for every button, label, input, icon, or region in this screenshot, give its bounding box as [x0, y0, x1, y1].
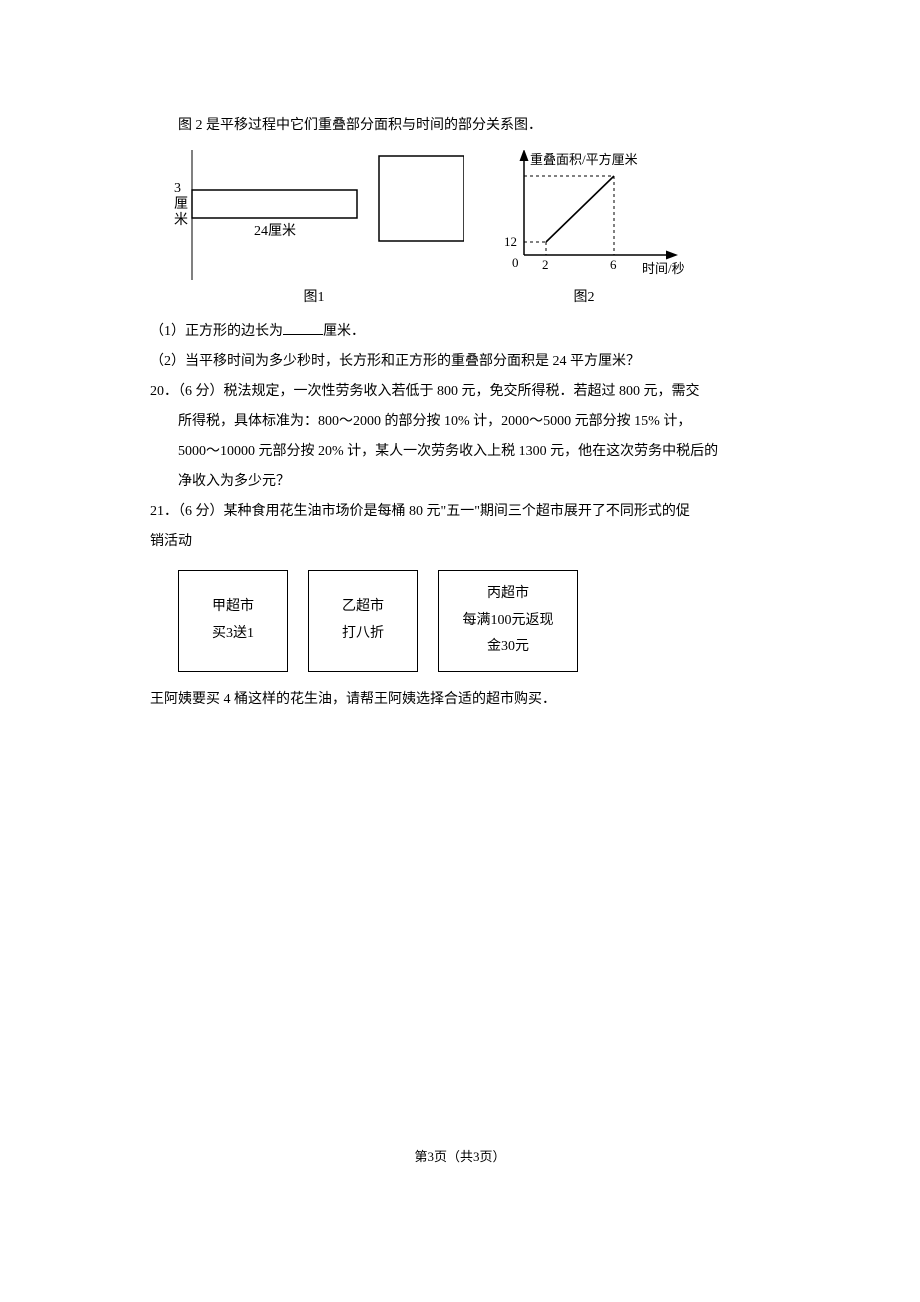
- p20-line2: 所得税，具体标准为：800～2000 的部分按 10% 计，2000～5000 …: [150, 408, 770, 436]
- p21-line2: 销活动: [150, 528, 770, 556]
- promo-b-title: 乙超市: [323, 594, 403, 621]
- promo-a-title: 甲超市: [193, 594, 273, 621]
- promo-c-offer2: 金30元: [453, 634, 563, 661]
- fig1-caption: 图1: [304, 284, 325, 312]
- fig2-x6: 6: [610, 257, 617, 272]
- promo-a-offer: 买3送1: [193, 621, 273, 648]
- q19-1-blank: [283, 321, 323, 335]
- figure-2: 重叠面积/平方厘米 时间/秒 12 0 2 6 图2: [474, 150, 694, 312]
- q19-1: （1）正方形的边长为 厘米．: [150, 318, 770, 346]
- figure-1: 3 厘 米 24厘米 图1: [164, 150, 464, 312]
- p21-tail: 王阿姨要买 4 桶这样的花生油，请帮王阿姨选择合适的超市购买．: [150, 686, 770, 714]
- p21-line1: 21．（6 分）某种食用花生油市场价是每桶 80 元"五一"期间三个超市展开了不…: [150, 498, 770, 526]
- fig1-height-li: 厘: [174, 197, 188, 212]
- figure-1-svg: 3 厘 米 24厘米: [164, 150, 464, 280]
- promo-c-offer1: 每满100元返现: [453, 608, 563, 635]
- promo-c-title: 丙超市: [453, 581, 563, 608]
- page-footer: 第3页（共3页）: [150, 1144, 770, 1170]
- fig2-yaxis-label: 重叠面积/平方厘米: [530, 152, 638, 167]
- intro-text: 图 2 是平移过程中它们重叠部分面积与时间的部分关系图．: [150, 112, 770, 140]
- fig1-height-3: 3: [174, 181, 181, 196]
- figures-row: 3 厘 米 24厘米 图1 重叠面积/平方厘米 时间/秒 12 0 2: [150, 150, 770, 312]
- fig2-xaxis-label: 时间/秒: [642, 261, 685, 276]
- fig2-x2: 2: [542, 257, 549, 272]
- p20-line3: 5000～10000 元部分按 20% 计，某人一次劳务收入上税 1300 元，…: [150, 438, 770, 466]
- fig2-y12: 12: [504, 234, 517, 249]
- promo-box-b: 乙超市 打八折: [308, 570, 418, 672]
- q19-1-unit: 厘米．: [323, 324, 365, 339]
- promo-b-offer: 打八折: [323, 621, 403, 648]
- fig1-height-mi: 米: [174, 212, 188, 228]
- promo-box-c: 丙超市 每满100元返现 金30元: [438, 570, 578, 672]
- promo-box-a: 甲超市 买3送1: [178, 570, 288, 672]
- p20-line4: 净收入为多少元？: [150, 468, 770, 496]
- fig2-caption: 图2: [574, 284, 595, 312]
- fig2-origin: 0: [512, 255, 519, 270]
- q19-2: （2）当平移时间为多少秒时，长方形和正方形的重叠部分面积是 24 平方厘米？: [150, 348, 770, 376]
- p20-line1: 20．（6 分）税法规定，一次性劳务收入若低于 800 元，免交所得税．若超过 …: [150, 378, 770, 406]
- figure-2-svg: 重叠面积/平方厘米 时间/秒 12 0 2 6: [474, 150, 694, 280]
- q19-1-text: （1）正方形的边长为: [150, 324, 283, 339]
- promo-row: 甲超市 买3送1 乙超市 打八折 丙超市 每满100元返现 金30元: [178, 570, 770, 672]
- fig1-width-label: 24厘米: [254, 223, 296, 239]
